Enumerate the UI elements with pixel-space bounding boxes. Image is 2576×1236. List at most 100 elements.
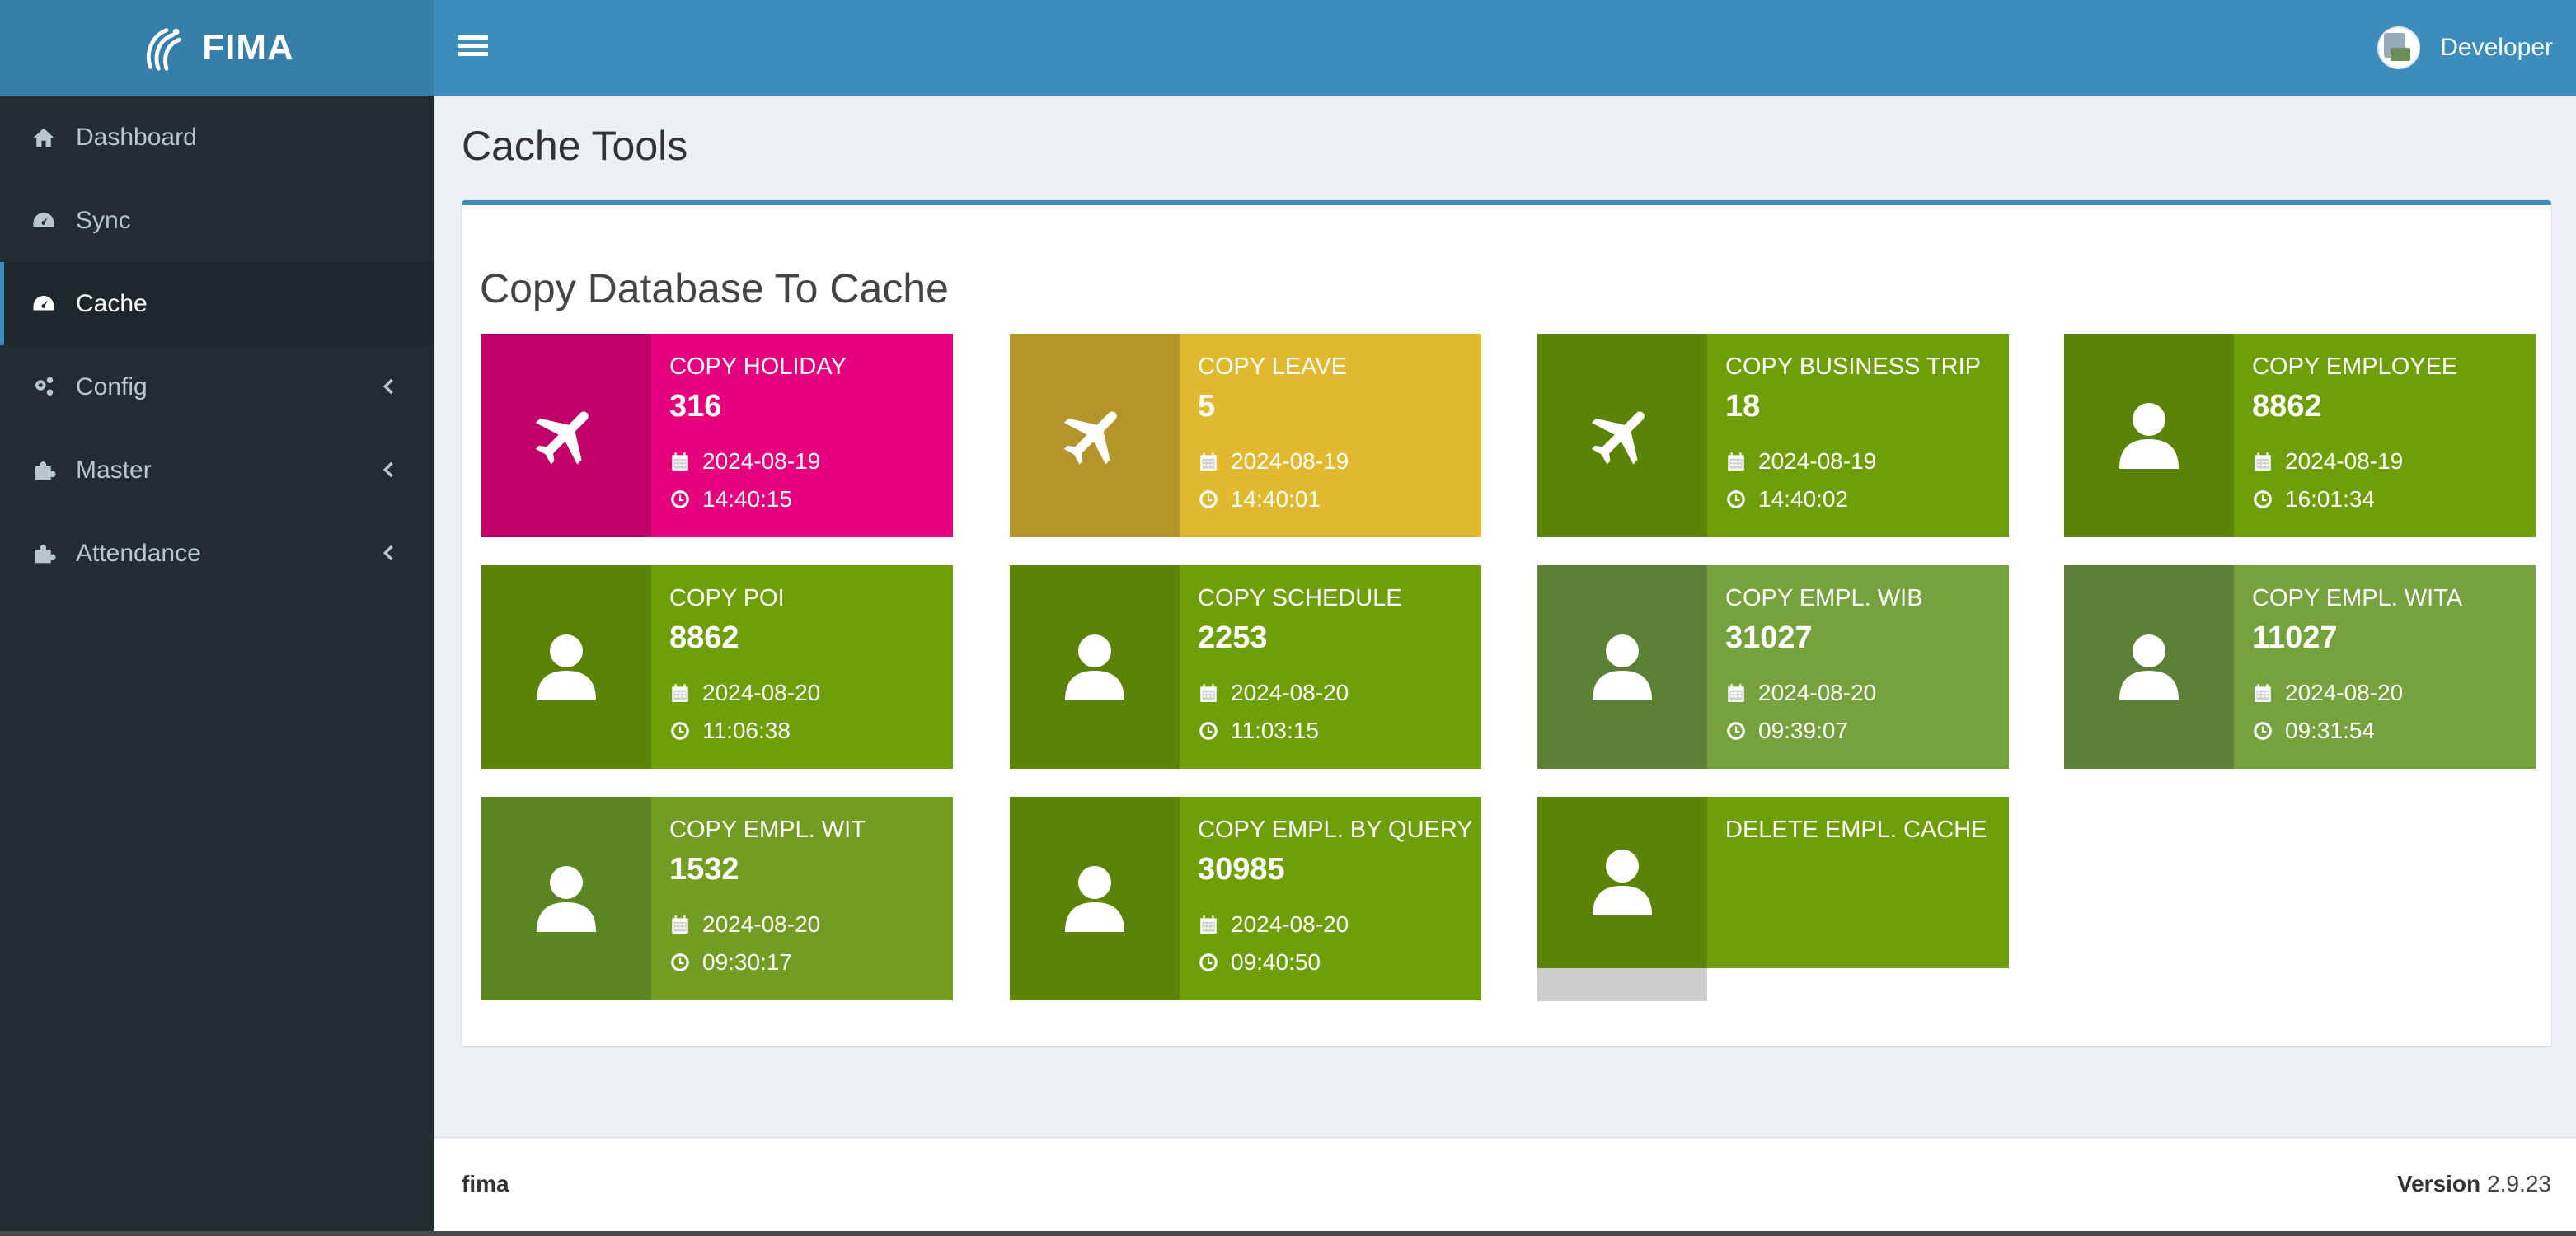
version-label: Version	[2396, 1171, 2481, 1196]
tile-date: 2024-08-20	[669, 906, 945, 943]
tile-body: COPY LEAVE 5 2024-08-19 14:40:01	[1198, 350, 1473, 518]
tile-body: COPY EMPL. WITA 11027 2024-08-20 09:31:54	[2252, 582, 2527, 750]
cache-tile-copy-empl-wit[interactable]: COPY EMPL. WIT 1532 2024-08-20 09:30:17	[481, 797, 953, 1000]
tile-body: COPY BUSINESS TRIP 18 2024-08-19 14:40:02	[1725, 350, 2001, 518]
user-icon	[1593, 634, 1652, 700]
tile-label: COPY BUSINESS TRIP	[1725, 353, 1981, 380]
tile-date-value: 2024-08-20	[702, 680, 821, 705]
app-logo[interactable]: FIMA	[0, 0, 434, 96]
panel-title: Copy Database To Cache	[480, 265, 949, 311]
cache-tile-copy-leave[interactable]: COPY LEAVE 5 2024-08-19 14:40:01	[1010, 334, 1481, 537]
tile-icon-box	[481, 565, 651, 769]
sidebar-item-label: Config	[76, 372, 148, 400]
tile-icon-box	[481, 797, 651, 1000]
calendar-icon	[1200, 915, 1217, 934]
sidebar-item-label: Sync	[76, 206, 131, 234]
tile-time: 09:31:54	[2252, 712, 2527, 750]
user-menu[interactable]: Developer	[2377, 0, 2553, 96]
user-icon	[537, 634, 596, 700]
clock-icon	[2254, 722, 2272, 740]
tile-icon-box	[1537, 797, 1707, 968]
tile-label: COPY EMPL. WIT	[669, 817, 866, 843]
tile-time-value: 14:40:01	[1231, 486, 1321, 512]
calendar-icon	[2255, 452, 2271, 471]
tile-count: 31027	[1725, 620, 1813, 655]
tile-date: 2024-08-19	[669, 442, 945, 480]
version-number: 2.9.23	[2487, 1171, 2551, 1196]
chevron-left-icon	[378, 541, 401, 564]
clock-icon	[1727, 490, 1745, 508]
user-icon	[1065, 865, 1124, 932]
tile-time: 11:03:15	[1198, 712, 1473, 750]
tile-count: 316	[669, 389, 722, 424]
clock-icon	[671, 722, 689, 740]
tile-icon-box	[2064, 565, 2234, 769]
tile-label: COPY SCHEDULE	[1198, 585, 1402, 611]
sidebar-item-label: Cache	[76, 289, 148, 317]
tile-date: 2024-08-20	[1198, 906, 1473, 943]
user-icon	[537, 865, 596, 932]
cache-tile-copy-empl-by-query[interactable]: COPY EMPL. BY QUERY 30985 2024-08-20 09:40:…	[1010, 797, 1481, 1000]
tile-time: 16:01:34	[2252, 480, 2527, 518]
tile-time-value: 16:01:34	[2285, 486, 2375, 512]
sidebar-toggle-button[interactable]	[458, 31, 488, 64]
sidebar-item-dashboard[interactable]: Dashboard	[0, 96, 434, 179]
tile-time: 09:40:50	[1198, 943, 1473, 981]
tile-label: COPY EMPL. BY QUERY	[1198, 817, 1473, 843]
cache-tile-copy-employee[interactable]: COPY EMPLOYEE 8862 2024-08-19 16:01:34	[2064, 334, 2536, 537]
tile-date: 2024-08-19	[1198, 442, 1473, 480]
cache-tile-copy-holiday[interactable]: COPY HOLIDAY 316 2024-08-19 14:40:15	[481, 334, 953, 537]
tile-count: 5	[1198, 389, 1216, 424]
tile-time-value: 09:30:17	[702, 949, 792, 975]
sidebar-item-cache[interactable]: Cache	[0, 262, 434, 345]
tile-date: 2024-08-20	[2252, 674, 2527, 712]
calendar-icon	[1200, 452, 1217, 471]
calendar-icon	[1728, 452, 1744, 471]
user-icon	[2119, 634, 2179, 700]
sidebar-item-master[interactable]: Master	[0, 428, 434, 512]
tile-body: COPY EMPLOYEE 8862 2024-08-19 16:01:34	[2252, 350, 2527, 518]
tile-body: DELETE EMPL. CACHE	[1725, 813, 2001, 846]
tile-date-value: 2024-08-19	[1231, 448, 1349, 474]
calendar-icon	[672, 684, 688, 702]
tile-count: 18	[1725, 389, 1761, 424]
tile-count: 30985	[1198, 852, 1285, 887]
cache-tile-copy-empl-wita[interactable]: COPY EMPL. WITA 11027 2024-08-20 09:31:54	[2064, 565, 2536, 769]
sidebar-item-config[interactable]: Config	[0, 345, 434, 428]
app-title: FIMA	[202, 27, 294, 68]
tile-label: COPY EMPL. WIB	[1725, 585, 1923, 611]
plane-icon	[535, 411, 589, 464]
tile-date: 2024-08-19	[1725, 442, 2001, 480]
tile-date-value: 2024-08-20	[1758, 680, 1877, 705]
tile-body: COPY EMPL. BY QUERY 30985 2024-08-20 09:40:…	[1198, 813, 1473, 981]
clock-icon	[1199, 722, 1218, 740]
sidebar-item-sync[interactable]: Sync	[0, 179, 434, 262]
footer-version: Version 2.9.23	[2397, 1171, 2551, 1197]
cache-tile-copy-poi[interactable]: COPY POI 8862 2024-08-20 11:06:38	[481, 565, 953, 769]
cache-tile-delete-empl-cache[interactable]: DELETE EMPL. CACHE	[1537, 797, 2009, 968]
tile-date: 2024-08-20	[1198, 674, 1473, 712]
clock-icon	[671, 953, 689, 971]
tile-time: 14:40:02	[1725, 480, 2001, 518]
tile-count: 8862	[2252, 389, 2322, 424]
tile-count: 1532	[669, 852, 739, 887]
dashboard-gauge-icon	[30, 207, 58, 235]
tile-date-value: 2024-08-20	[1231, 680, 1349, 705]
tile-time-value: 09:31:54	[2285, 718, 2375, 743]
tile-count: 11027	[2252, 620, 2338, 655]
tile-time: 14:40:01	[1198, 480, 1473, 518]
tile-body: COPY EMPL. WIT 1532 2024-08-20 09:30:17	[669, 813, 945, 981]
cache-tile-copy-empl-wib[interactable]: COPY EMPL. WIB 31027 2024-08-20 09:39:07	[1537, 565, 2009, 769]
cache-tile-copy-schedule[interactable]: COPY SCHEDULE 2253 2024-08-20 11:03:15	[1010, 565, 1481, 769]
tile-date: 2024-08-19	[2252, 442, 2527, 480]
plane-icon	[1063, 411, 1117, 464]
cache-tile-copy-business-trip[interactable]: COPY BUSINESS TRIP 18 2024-08-19 14:40:02	[1537, 334, 2009, 537]
sidebar-item-attendance[interactable]: Attendance	[0, 512, 434, 595]
tile-label: COPY EMPLOYEE	[2252, 353, 2458, 380]
tile-label: DELETE EMPL. CACHE	[1725, 817, 1987, 843]
tile-time-value: 14:40:15	[702, 486, 792, 512]
window-bottom-edge	[0, 1231, 2576, 1236]
tile-label: COPY POI	[669, 585, 785, 611]
tile-icon-box	[481, 334, 651, 537]
clock-icon	[2254, 490, 2272, 508]
